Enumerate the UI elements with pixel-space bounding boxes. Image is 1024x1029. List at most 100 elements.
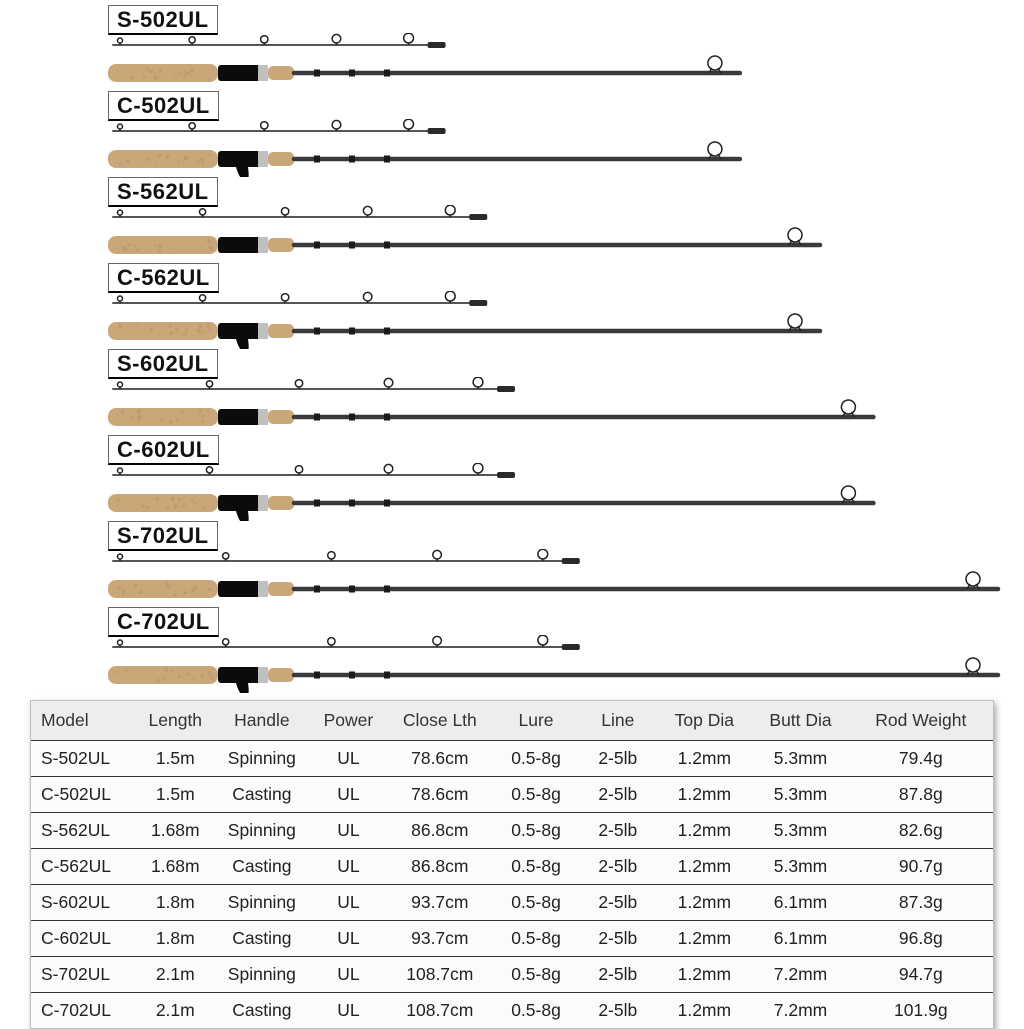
- table-header-cell: Close Lth: [387, 701, 493, 741]
- table-header-cell: Butt Dia: [752, 701, 848, 741]
- table-cell: 1.8m: [137, 921, 214, 957]
- table-cell: 101.9g: [849, 993, 993, 1029]
- table-cell: 0.5-8g: [493, 741, 580, 777]
- rod-model-label: S-502UL: [108, 5, 218, 35]
- table-cell: 93.7cm: [387, 921, 493, 957]
- rod-model-label: C-702UL: [108, 607, 219, 637]
- rod-model-label: C-602UL: [108, 435, 219, 465]
- table-cell: C-602UL: [31, 921, 137, 957]
- table-cell: 1.2mm: [656, 849, 752, 885]
- table-cell: 2-5lb: [579, 885, 656, 921]
- table-cell: UL: [310, 777, 387, 813]
- table-cell: 5.3mm: [752, 813, 848, 849]
- table-cell: S-502UL: [31, 741, 137, 777]
- table-row: S-602UL1.8mSpinningUL93.7cm0.5-8g2-5lb1.…: [31, 885, 993, 921]
- table-row: C-562UL1.68mCastingUL86.8cm0.5-8g2-5lb1.…: [31, 849, 993, 885]
- table-cell: 1.5m: [137, 741, 214, 777]
- rod-illustration: [108, 635, 1024, 693]
- table-cell: 2.1m: [137, 993, 214, 1029]
- table-cell: 94.7g: [849, 957, 993, 993]
- table-cell: UL: [310, 957, 387, 993]
- table-cell: 2-5lb: [579, 993, 656, 1029]
- table-header-cell: Line: [579, 701, 656, 741]
- rod-comparison-diagram: S-502UL C-502ULS-562ULC-562UL S-602UL C-602…: [0, 0, 1024, 695]
- table-cell: 0.5-8g: [493, 813, 580, 849]
- table-cell: 7.2mm: [752, 957, 848, 993]
- table-cell: Casting: [214, 993, 310, 1029]
- rod-row: C-502UL: [0, 91, 1024, 177]
- rod-row: S-702UL: [0, 521, 1024, 607]
- rod-illustration: [108, 205, 850, 263]
- table-cell: UL: [310, 813, 387, 849]
- table-cell: 1.2mm: [656, 777, 752, 813]
- table-row: C-602UL1.8mCastingUL93.7cm0.5-8g2-5lb1.2…: [31, 921, 993, 957]
- table-cell: 0.5-8g: [493, 849, 580, 885]
- table-cell: S-602UL: [31, 885, 137, 921]
- table-cell: 2-5lb: [579, 921, 656, 957]
- table-cell: 2-5lb: [579, 957, 656, 993]
- table-header-cell: Model: [31, 701, 137, 741]
- table-cell: S-702UL: [31, 957, 137, 993]
- table-cell: UL: [310, 921, 387, 957]
- table-cell: 1.2mm: [656, 741, 752, 777]
- rod-model-label: S-702UL: [108, 521, 218, 551]
- table-cell: 1.2mm: [656, 813, 752, 849]
- table-cell: 6.1mm: [752, 921, 848, 957]
- table-cell: S-562UL: [31, 813, 137, 849]
- table-cell: 2-5lb: [579, 849, 656, 885]
- spec-table: ModelLengthHandlePowerClose LthLureLineT…: [31, 701, 993, 1028]
- table-cell: 79.4g: [849, 741, 993, 777]
- table-cell: 96.8g: [849, 921, 993, 957]
- table-cell: 0.5-8g: [493, 957, 580, 993]
- table-cell: 108.7cm: [387, 957, 493, 993]
- table-cell: 1.5m: [137, 777, 214, 813]
- table-header-cell: Handle: [214, 701, 310, 741]
- table-cell: 5.3mm: [752, 849, 848, 885]
- rod-row: S-602UL: [0, 349, 1024, 435]
- table-cell: 2-5lb: [579, 813, 656, 849]
- spec-table-container: ModelLengthHandlePowerClose LthLureLineT…: [30, 700, 994, 1029]
- table-cell: 0.5-8g: [493, 921, 580, 957]
- table-cell: 87.8g: [849, 777, 993, 813]
- rod-illustration: [108, 377, 903, 435]
- table-cell: C-702UL: [31, 993, 137, 1029]
- table-cell: 78.6cm: [387, 777, 493, 813]
- table-header-cell: Lure: [493, 701, 580, 741]
- table-cell: UL: [310, 849, 387, 885]
- table-cell: 108.7cm: [387, 993, 493, 1029]
- table-row: S-562UL1.68mSpinningUL86.8cm0.5-8g2-5lb1…: [31, 813, 993, 849]
- table-header-cell: Power: [310, 701, 387, 741]
- table-cell: Casting: [214, 849, 310, 885]
- table-cell: 2-5lb: [579, 777, 656, 813]
- rod-illustration: [108, 463, 903, 521]
- table-cell: 0.5-8g: [493, 885, 580, 921]
- table-cell: 87.3g: [849, 885, 993, 921]
- table-body: S-502UL1.5mSpinningUL78.6cm0.5-8g2-5lb1.…: [31, 741, 993, 1029]
- rod-model-label: C-562UL: [108, 263, 219, 293]
- table-cell: 1.2mm: [656, 957, 752, 993]
- table-cell: UL: [310, 885, 387, 921]
- table-cell: 93.7cm: [387, 885, 493, 921]
- rod-row: S-562UL: [0, 177, 1024, 263]
- table-cell: UL: [310, 993, 387, 1029]
- rod-illustration: [108, 291, 850, 349]
- table-cell: 86.8cm: [387, 813, 493, 849]
- rod-illustration: [108, 549, 1024, 607]
- table-cell: Spinning: [214, 813, 310, 849]
- rod-row: S-502UL: [0, 5, 1024, 91]
- table-cell: Spinning: [214, 741, 310, 777]
- table-cell: 0.5-8g: [493, 777, 580, 813]
- table-row: C-502UL1.5mCastingUL78.6cm0.5-8g2-5lb1.2…: [31, 777, 993, 813]
- table-cell: 1.2mm: [656, 921, 752, 957]
- table-cell: 7.2mm: [752, 993, 848, 1029]
- table-row: S-702UL2.1mSpinningUL108.7cm0.5-8g2-5lb1…: [31, 957, 993, 993]
- table-cell: 5.3mm: [752, 741, 848, 777]
- table-cell: 2-5lb: [579, 741, 656, 777]
- rod-model-label: S-602UL: [108, 349, 218, 379]
- table-cell: 1.68m: [137, 813, 214, 849]
- table-cell: UL: [310, 741, 387, 777]
- rod-row: C-562UL: [0, 263, 1024, 349]
- table-header-cell: Length: [137, 701, 214, 741]
- table-cell: 1.8m: [137, 885, 214, 921]
- table-cell: 82.6g: [849, 813, 993, 849]
